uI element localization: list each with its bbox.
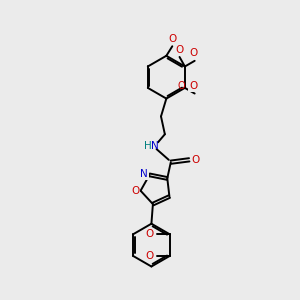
Text: O: O: [168, 34, 176, 44]
Text: O: O: [178, 81, 185, 91]
Text: O: O: [131, 186, 140, 196]
Text: N: N: [151, 141, 158, 151]
Text: O: O: [189, 81, 197, 91]
Text: O: O: [146, 230, 154, 239]
Text: N: N: [140, 169, 148, 179]
Text: O: O: [189, 48, 197, 58]
Text: O: O: [176, 45, 184, 55]
Text: H: H: [144, 141, 152, 151]
Text: O: O: [191, 155, 199, 165]
Text: O: O: [146, 251, 154, 261]
